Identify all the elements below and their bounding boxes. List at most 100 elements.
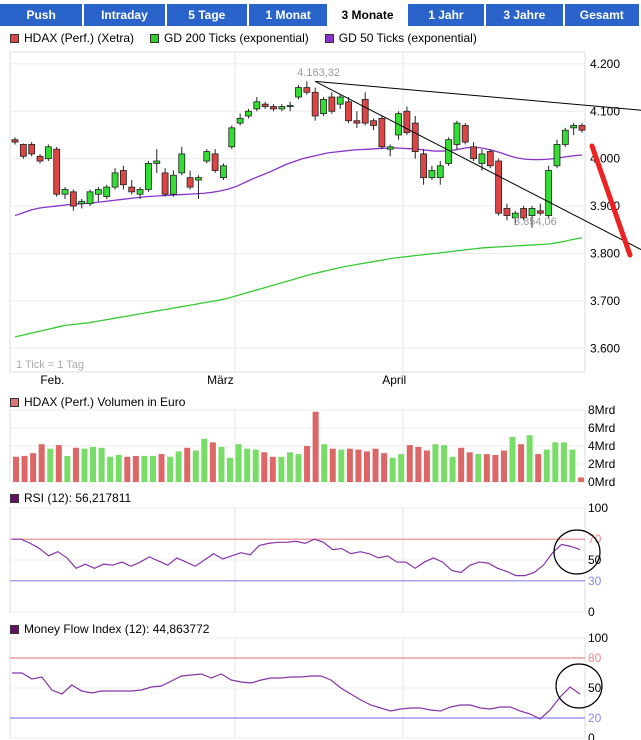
candle-body <box>128 186 136 193</box>
y-tick-label: 80 <box>588 651 602 665</box>
candle-body <box>411 122 419 152</box>
price-legend: HDAX (Perf.) (Xetra) GD 200 Ticks (expone… <box>10 31 493 45</box>
volume-bar <box>552 442 559 482</box>
mfi-legend-label: Money Flow Index (12): 44,863772 <box>24 622 210 636</box>
volume-bar <box>21 455 28 482</box>
candle-body <box>253 101 261 110</box>
tab-1-jahr[interactable]: 1 Jahr <box>407 4 485 26</box>
candle-body <box>195 177 202 181</box>
y-tick-label: 50 <box>588 681 602 695</box>
y-tick-label: 2Mrd <box>588 457 615 471</box>
candle-body <box>428 170 436 179</box>
tab-push[interactable]: Push <box>0 4 83 26</box>
y-tick-label: 3.700 <box>590 294 620 308</box>
candle-body <box>86 191 94 205</box>
volume-bar <box>492 455 499 482</box>
volume-bar <box>124 456 131 482</box>
candle-body <box>278 106 286 110</box>
volume-bar <box>295 454 302 482</box>
volume-bar <box>304 446 311 482</box>
y-tick-label: 4.200 <box>590 57 620 71</box>
volume-bar <box>500 450 507 482</box>
price-legend-item: GD 50 Ticks (exponential) <box>324 31 477 45</box>
candle-body <box>53 148 61 195</box>
candle-body <box>186 177 194 188</box>
volume-bar <box>483 454 490 482</box>
candle-body <box>11 139 19 143</box>
volume-bar <box>115 455 122 482</box>
y-tick-label: 0 <box>588 731 595 740</box>
candle-body <box>320 99 327 115</box>
candle-body <box>545 170 553 216</box>
rsi-line <box>12 538 581 577</box>
candle-body <box>36 155 44 162</box>
legend-label: HDAX (Perf.) (Xetra) <box>24 31 135 45</box>
y-tick-label: 3.600 <box>590 341 620 355</box>
y-tick-label: 8Mrd <box>588 403 615 417</box>
legend-swatch <box>10 33 19 43</box>
candle-body <box>470 146 478 160</box>
volume-bar <box>338 449 345 482</box>
volume-bar <box>227 457 234 482</box>
volume-bar <box>90 446 97 482</box>
volume-bar <box>72 447 79 482</box>
candle-body <box>486 151 494 167</box>
volume-bar <box>458 447 465 482</box>
candle-body <box>520 208 528 219</box>
volume-bar <box>363 451 370 482</box>
y-tick-label: 100 <box>588 501 608 515</box>
y-tick-label: 30 <box>588 574 602 588</box>
candle-body <box>536 210 544 214</box>
candle-body <box>286 105 294 107</box>
volume-bar <box>244 448 251 482</box>
y-tick-label: 100 <box>588 631 608 645</box>
volume-bar <box>432 444 439 482</box>
volume-bar <box>355 449 362 482</box>
candle-body <box>61 189 69 195</box>
tab-gesamt[interactable]: Gesamt <box>564 4 639 26</box>
volume-bar <box>475 454 482 482</box>
volume-bar <box>81 448 88 482</box>
legend-swatch <box>150 33 160 43</box>
price-legend-item: HDAX (Perf.) (Xetra) <box>10 31 134 45</box>
x-tick-label: Feb. <box>40 373 64 387</box>
price-annotation: 4.163,32 <box>297 67 340 79</box>
y-tick-label: 0 <box>588 605 595 619</box>
volume-bar <box>389 457 396 482</box>
tab-1-monat[interactable]: 1 Monat <box>248 4 328 26</box>
candle-body <box>345 101 352 122</box>
candle-body <box>495 160 503 214</box>
candle-body <box>570 125 578 129</box>
gd50-line <box>14 146 583 217</box>
volume-legend: HDAX (Perf.) Volumen in Euro <box>10 395 185 409</box>
volume-bar <box>13 456 19 482</box>
candle-body <box>461 125 469 143</box>
y-tick-label: 50 <box>588 553 602 567</box>
volume-bar <box>321 444 328 482</box>
y-tick-label: 4Mrd <box>588 439 615 453</box>
tab-3-monate[interactable]: 3 Monate <box>329 4 406 26</box>
price-legend-item: GD 200 Ticks (exponential) <box>150 31 309 45</box>
volume-bar <box>535 454 542 482</box>
candle-body <box>145 163 152 190</box>
candle-body <box>44 146 52 160</box>
candle-body <box>261 103 269 107</box>
volume-bar <box>329 448 336 482</box>
candle-body <box>295 87 302 98</box>
candle-body <box>245 110 252 117</box>
rsi-legend: RSI (12): 56,217811 <box>10 491 131 505</box>
tab-5-tage[interactable]: 5 Tage <box>166 4 247 26</box>
candle-body <box>19 144 27 157</box>
volume-bar <box>269 456 276 482</box>
volume-bar <box>107 456 114 482</box>
candle-body <box>378 117 386 148</box>
highlight-circle <box>555 663 603 709</box>
volume-bar <box>466 452 473 482</box>
price-panel <box>9 51 586 373</box>
volume-bar <box>398 454 405 482</box>
candle-body <box>511 212 519 219</box>
tab-intraday[interactable]: Intraday <box>84 4 165 26</box>
tab-3-jahre[interactable]: 3 Jahre <box>486 4 563 26</box>
candle-body <box>78 200 86 205</box>
volume-bar <box>278 456 285 482</box>
